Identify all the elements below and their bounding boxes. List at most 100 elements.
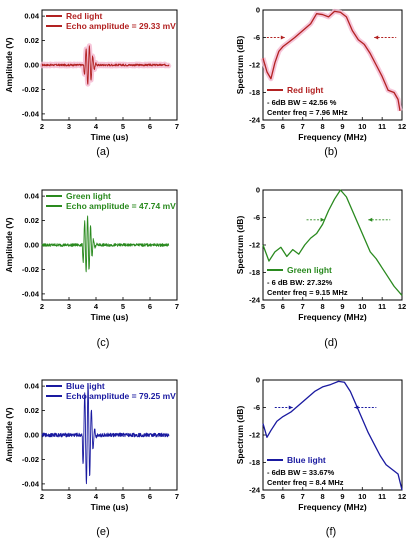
series-glow bbox=[260, 8, 403, 112]
x-axis-title: Time (us) bbox=[91, 502, 129, 512]
panel-label-f: (f) bbox=[326, 526, 336, 538]
x-tick-label: 10 bbox=[358, 492, 366, 501]
y-tick-label: -0.04 bbox=[22, 109, 40, 118]
y-axis-title: Amplitude (V) bbox=[4, 37, 14, 92]
x-tick-label: 7 bbox=[175, 122, 179, 131]
x-tick-label: 6 bbox=[148, 302, 152, 311]
y-tick-label: -6 bbox=[253, 403, 260, 412]
x-tick-label: 8 bbox=[320, 492, 324, 501]
y-tick-label: -0.02 bbox=[22, 265, 39, 274]
y-tick-label: 0.04 bbox=[24, 12, 39, 21]
x-tick-label: 9 bbox=[340, 302, 344, 311]
x-tick-label: 12 bbox=[398, 302, 406, 311]
legend-entry: Blue light bbox=[66, 381, 105, 391]
y-tick-label: -12 bbox=[249, 431, 260, 440]
y-tick-label: -6 bbox=[253, 213, 260, 222]
series-line-blue-light bbox=[262, 380, 403, 491]
x-tick-label: 2 bbox=[40, 302, 44, 311]
x-axis-title: Time (us) bbox=[91, 132, 129, 142]
x-tick-label: 7 bbox=[175, 302, 179, 311]
x-tick-label: 7 bbox=[301, 122, 305, 131]
x-axis-title: Frequency (MHz) bbox=[298, 502, 367, 512]
x-tick-label: 4 bbox=[94, 492, 99, 501]
legend-entry: Red light bbox=[66, 11, 103, 21]
legend-entry: Blue light bbox=[287, 455, 326, 465]
bandwidth-annotation: - 6dB BW = 33.67% bbox=[267, 468, 335, 477]
x-tick-label: 11 bbox=[378, 492, 386, 501]
y-tick-label: -18 bbox=[249, 458, 260, 467]
y-tick-label: 0.02 bbox=[24, 36, 39, 45]
chart-panel-b: 5 6 7 8 9 10 11 12 -24 -18 -12 -6 0 Frequency (MHz) Sp… bbox=[235, 6, 406, 143]
chart-panel-a: 2 3 4 5 6 7 -0.04 -0.02 0.00 0.02 0.04 Time (us) Amp… bbox=[4, 9, 179, 142]
y-axis-title: Spectrum (dB) bbox=[235, 36, 245, 95]
x-tick-label: 11 bbox=[378, 302, 386, 311]
bw-arrowhead-right bbox=[368, 217, 373, 222]
x-tick-label: 10 bbox=[358, 302, 366, 311]
x-tick-label: 12 bbox=[398, 492, 406, 501]
chart-panel-c: 2 3 4 5 6 7 -0.04 -0.02 0.00 0.02 0.04 Time (us) Amp… bbox=[4, 189, 179, 322]
y-tick-label: -24 bbox=[249, 486, 261, 495]
bandwidth-annotation: - 6dB BW = 42.56 % bbox=[267, 98, 337, 107]
y-tick-label: -0.04 bbox=[22, 289, 40, 298]
series-line-green-light bbox=[262, 189, 403, 296]
series-line-red-light bbox=[262, 10, 401, 111]
y-tick-label: -0.04 bbox=[22, 479, 40, 488]
x-tick-label: 7 bbox=[175, 492, 179, 501]
y-axis-title: Amplitude (V) bbox=[4, 217, 14, 272]
x-tick-label: 6 bbox=[148, 492, 152, 501]
y-tick-label: 0.02 bbox=[24, 406, 39, 415]
y-tick-label: 0 bbox=[256, 376, 260, 385]
x-tick-label: 5 bbox=[261, 492, 265, 501]
y-tick-label: -0.02 bbox=[22, 85, 39, 94]
x-tick-label: 6 bbox=[148, 122, 152, 131]
y-axis-title: Spectrum (dB) bbox=[235, 406, 245, 465]
x-axis-title: Time (us) bbox=[91, 312, 129, 322]
y-tick-label: 0.00 bbox=[24, 61, 39, 70]
series-line-red-light bbox=[41, 45, 170, 85]
x-tick-label: 5 bbox=[261, 302, 265, 311]
panel-label-c: (c) bbox=[97, 337, 110, 349]
x-axis-title: Frequency (MHz) bbox=[298, 132, 367, 142]
series-line-green-light bbox=[41, 215, 170, 273]
x-tick-label: 11 bbox=[378, 122, 386, 131]
panel-label-b: (b) bbox=[324, 146, 337, 158]
y-tick-label: -24 bbox=[249, 296, 261, 305]
chart-panel-e: 2 3 4 5 6 7 -0.04 -0.02 0.00 0.02 0.04 Time (us) Amp… bbox=[4, 379, 179, 512]
bandwidth-annotation: - 6 dB BW: 27.32% bbox=[267, 278, 333, 287]
y-tick-label: 0.00 bbox=[24, 431, 39, 440]
x-tick-label: 2 bbox=[40, 492, 44, 501]
x-tick-label: 9 bbox=[340, 122, 344, 131]
x-tick-label: 10 bbox=[358, 122, 366, 131]
bw-arrowhead-right bbox=[354, 405, 359, 410]
panel-label-e: (e) bbox=[96, 526, 109, 538]
x-tick-label: 8 bbox=[320, 302, 324, 311]
legend-entry: Red light bbox=[287, 85, 324, 95]
legend-entry: Green light bbox=[66, 191, 111, 201]
x-tick-label: 5 bbox=[121, 122, 125, 131]
bw-arrowhead-left bbox=[320, 217, 325, 222]
y-axis-title: Amplitude (V) bbox=[4, 407, 14, 462]
bw-arrowhead-left bbox=[288, 405, 293, 410]
y-tick-label: 0.00 bbox=[24, 241, 39, 250]
center-freq-annotation: Center freq = 9.15 MHz bbox=[267, 288, 348, 297]
x-tick-label: 7 bbox=[301, 302, 305, 311]
x-tick-label: 5 bbox=[121, 492, 125, 501]
y-tick-label: -6 bbox=[253, 33, 260, 42]
x-axis-title: Frequency (MHz) bbox=[298, 312, 367, 322]
y-tick-label: -18 bbox=[249, 268, 260, 277]
y-tick-label: -0.02 bbox=[22, 455, 39, 464]
chart-panel-f: 5 6 7 8 9 10 11 12 -24 -18 -12 -6 0 Frequency (MHz) Sp… bbox=[235, 376, 406, 513]
y-tick-label: 0 bbox=[256, 6, 260, 15]
legend-entry: Green light bbox=[287, 265, 332, 275]
y-tick-label: 0.04 bbox=[24, 382, 39, 391]
y-axis-title: Spectrum (dB) bbox=[235, 216, 245, 275]
x-tick-label: 6 bbox=[281, 302, 285, 311]
y-tick-label: 0.04 bbox=[24, 192, 39, 201]
x-tick-label: 4 bbox=[94, 122, 99, 131]
x-tick-label: 3 bbox=[67, 302, 71, 311]
y-tick-label: -12 bbox=[249, 61, 260, 70]
x-tick-label: 5 bbox=[121, 302, 125, 311]
y-tick-label: -12 bbox=[249, 241, 260, 250]
center-freq-annotation: Center freq = 7.96 MHz bbox=[267, 108, 348, 117]
